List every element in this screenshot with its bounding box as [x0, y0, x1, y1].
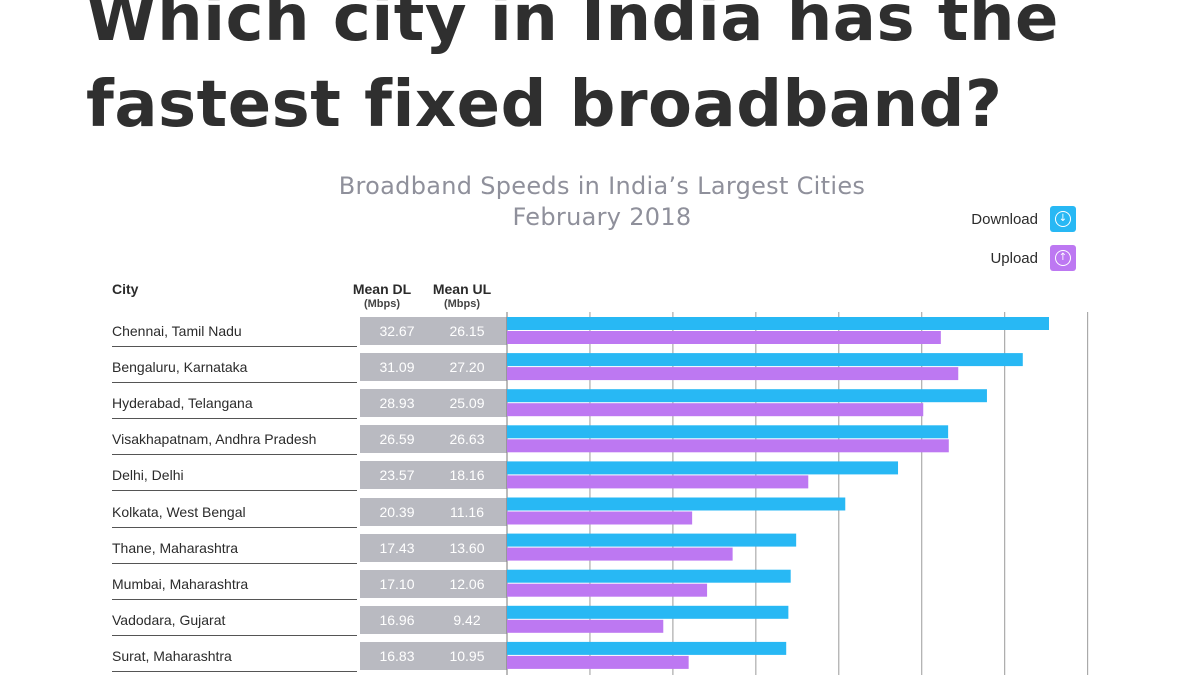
mean-dl-value: 28.93 [379, 395, 415, 411]
mean-dl-header-unit: (Mbps) [363, 298, 401, 310]
stat-box [360, 317, 507, 345]
mean-dl-value: 17.10 [379, 576, 415, 592]
download-bar [507, 425, 949, 439]
mean-dl-value: 32.67 [379, 323, 415, 339]
mean-ul-value: 10.95 [449, 648, 485, 664]
upload-bar [507, 547, 733, 561]
download-bar [507, 569, 791, 583]
city-name: Mumbai, Maharashtra [112, 576, 249, 592]
stat-box [360, 353, 507, 381]
row-divider [112, 346, 357, 347]
row-divider [112, 599, 357, 600]
mean-dl-value: 16.83 [379, 648, 415, 664]
row-divider [112, 635, 357, 636]
download-bar [507, 533, 797, 547]
download-bar [507, 605, 789, 619]
city-name: Chennai, Tamil Nadu [112, 323, 242, 339]
mean-ul-value: 25.09 [449, 395, 485, 411]
city-name: Thane, Maharashtra [112, 540, 239, 556]
city-name: Surat, Maharashtra [112, 648, 232, 664]
stat-box [360, 534, 507, 562]
mean-ul-value: 27.20 [449, 359, 485, 375]
row-divider [112, 527, 357, 528]
mean-ul-value: 18.16 [449, 467, 485, 483]
mean-ul-value: 26.63 [449, 431, 485, 447]
row-divider [112, 418, 357, 419]
chart-title: Broadband Speeds in India’s Largest Citi… [338, 172, 866, 200]
mean-dl-value: 16.96 [379, 612, 415, 628]
stat-box [360, 498, 507, 526]
city-name: Hyderabad, Telangana [112, 395, 253, 411]
row-divider [112, 454, 357, 455]
upload-bar [507, 583, 708, 597]
upload-bar [507, 511, 693, 525]
mean-ul-value: 26.15 [449, 323, 485, 339]
upload-bar [507, 367, 959, 381]
headline-line-2: fastest fixed broadband? [86, 68, 1003, 142]
city-name: Delhi, Delhi [112, 467, 184, 483]
upload-bar [507, 655, 689, 669]
mean-dl-value: 23.57 [379, 467, 415, 483]
stat-box [360, 389, 507, 417]
download-bar [507, 389, 987, 403]
legend-upload-label: Upload [990, 249, 1038, 267]
legend-download-label: Download [971, 210, 1038, 228]
row-divider [112, 382, 357, 383]
city-name: Kolkata, West Bengal [112, 504, 246, 520]
mean-dl-value: 26.59 [379, 431, 415, 447]
city-column-header: City [112, 281, 139, 297]
row-divider [112, 671, 357, 672]
city-name: Visakhapatnam, Andhra Pradesh [112, 431, 317, 447]
city-name: Vadodara, Gujarat [112, 612, 226, 628]
stat-box [360, 606, 507, 634]
mean-dl-value: 31.09 [379, 359, 415, 375]
download-bar [507, 461, 899, 475]
mean-dl-value: 20.39 [379, 504, 415, 520]
city-name: Bengaluru, Karnataka [112, 359, 248, 375]
download-bar [507, 497, 846, 511]
mean-ul-column-header: Mean UL (Mbps) [427, 282, 497, 312]
upload-bar [507, 439, 949, 453]
upload-bar [507, 619, 664, 633]
mean-ul-header-label: Mean UL [432, 281, 492, 297]
upload-bar [507, 403, 924, 417]
mean-ul-value: 13.60 [449, 540, 485, 556]
chart-subtitle: February 2018 [512, 203, 692, 231]
legend-upload: Upload ↑ [990, 245, 1076, 271]
mean-dl-value: 17.43 [379, 540, 415, 556]
stat-box [360, 425, 507, 453]
arrow-down-circle-icon: ↓ [1050, 206, 1076, 232]
stat-box [360, 642, 507, 670]
upload-bar [507, 331, 941, 344]
download-bar [507, 317, 1049, 330]
mean-ul-header-unit: (Mbps) [443, 298, 481, 310]
mean-ul-value: 9.42 [453, 612, 481, 628]
download-bar [507, 353, 1023, 367]
mean-dl-header-label: Mean DL [352, 281, 412, 297]
download-bar [507, 641, 787, 655]
mean-ul-value: 12.06 [449, 576, 485, 592]
mean-ul-value: 11.16 [450, 504, 484, 520]
row-divider [112, 490, 357, 491]
arrow-up-circle-icon: ↑ [1050, 245, 1076, 271]
stat-box [360, 461, 507, 489]
legend-download: Download ↓ [971, 206, 1076, 232]
upload-bar [507, 475, 809, 489]
mean-dl-column-header: Mean DL (Mbps) [348, 282, 416, 312]
stat-box [360, 570, 507, 598]
headline: Which city in India has the fastest fixe… [86, 0, 1146, 148]
headline-line-1: Which city in India has the [86, 0, 1059, 56]
row-divider [112, 563, 357, 564]
